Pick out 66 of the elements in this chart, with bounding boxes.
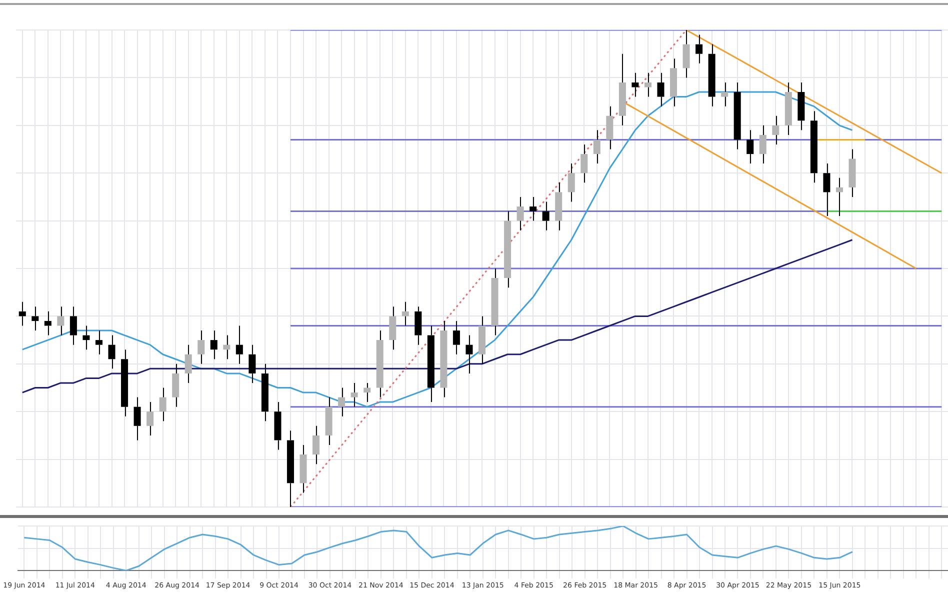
candlestick [134,396,141,441]
candlestick [350,382,358,408]
candlestick [338,387,346,417]
candlestick [542,201,550,231]
candlestick [286,430,294,508]
candlestick [772,115,780,145]
candlestick [108,334,116,370]
candlestick [504,210,512,288]
candlestick [261,363,268,422]
candlestick [478,316,486,364]
candlestick [210,330,218,360]
candlestick [440,320,448,398]
candlestick [18,301,26,326]
candlestick [121,349,128,417]
candlestick [848,148,856,198]
candlestick [580,144,588,184]
candlestick [172,363,180,408]
candlestick [682,30,690,78]
candlestick [644,72,652,98]
candlestick [184,344,192,384]
candlestick [159,387,166,422]
candlestick [618,53,626,126]
candlestick [198,330,205,364]
candlestick [823,163,830,217]
candlestick [57,306,64,336]
candlestick [516,196,524,231]
candlestick [32,306,39,332]
candlestick [452,320,460,355]
candlestick [274,402,282,450]
candlestick [427,325,434,403]
candlestick [836,177,843,217]
candlestick [721,82,728,107]
candlestick [670,58,678,107]
candlestick [555,182,562,231]
candlestick [312,425,320,465]
candlestick [325,396,332,446]
candlestick [376,330,384,398]
candlestick [146,402,154,436]
candlestick [95,330,102,355]
candlestick [734,82,741,150]
candlestick [223,334,230,360]
candlestick [798,82,805,131]
candlestick [530,196,537,222]
candlestick [696,34,703,64]
candlestick [746,130,754,164]
candlestick [657,72,664,107]
candlestick [708,44,716,107]
candlestick [784,82,792,136]
candlestick [414,306,422,346]
candlestick [300,444,307,494]
candlestick [70,306,77,346]
candlestick [236,325,243,364]
candlestick [248,344,256,384]
candlestick [364,382,371,403]
candlestick [466,334,473,374]
candlestick [593,130,600,164]
candlestick [606,106,614,150]
candlestick [568,163,575,202]
candlestick [759,124,766,164]
candlestick [402,301,409,326]
candlestick [632,72,639,98]
candlestick [82,325,90,350]
candlestick [389,306,396,350]
candlestick [44,310,52,336]
candlestick [810,110,818,184]
candlestick [491,268,498,336]
